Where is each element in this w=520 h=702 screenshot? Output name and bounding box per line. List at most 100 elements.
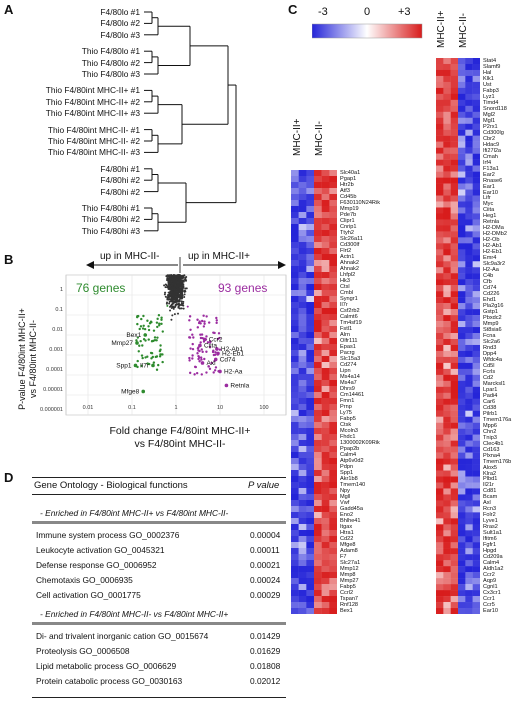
volcano-point-up xyxy=(202,314,205,317)
heatmap-cell xyxy=(436,578,444,585)
dendrogram-label: Thio F4/80lo #1 xyxy=(81,46,140,57)
heatmap-cell xyxy=(436,338,444,346)
gene-label: Cd300lf xyxy=(340,242,360,248)
heatmap-cell xyxy=(298,200,307,207)
heatmap-cell xyxy=(291,272,299,279)
heatmap-cell xyxy=(298,464,307,471)
heatmap-cell xyxy=(458,255,466,262)
heatmap-right xyxy=(436,58,480,614)
heatmap-cell xyxy=(306,494,315,501)
heatmap-cell xyxy=(450,237,459,244)
heatmap-cell xyxy=(321,530,330,537)
heatmap-cell xyxy=(298,596,307,603)
heatmap-cell xyxy=(314,266,322,273)
heatmap-cell xyxy=(472,464,480,471)
heatmap-cell xyxy=(465,171,473,178)
heatmap-cell xyxy=(306,536,315,543)
heatmap-cell xyxy=(465,327,473,334)
heatmap-cell xyxy=(458,578,466,585)
heatmap-cell xyxy=(443,566,451,573)
heatmap-cell xyxy=(314,254,322,261)
volcano-x-label: Fold change F4/80int MHC-II+ vs F4/80int… xyxy=(109,425,251,450)
heatmap-cell xyxy=(443,518,451,525)
heatmap-cell xyxy=(465,506,473,513)
heatmap-cell xyxy=(450,147,459,154)
heatmap-cell xyxy=(450,530,459,537)
heatmap-cell xyxy=(450,333,459,340)
volcano-point-down xyxy=(152,361,156,364)
heatmap-cell xyxy=(321,584,330,591)
heatmap-cell xyxy=(450,440,459,447)
volcano-point xyxy=(176,290,179,293)
heatmap-cell xyxy=(458,135,466,142)
heatmap-cell xyxy=(321,242,330,249)
volcano-point-up xyxy=(195,371,199,375)
heatmap-cell xyxy=(306,518,315,525)
heatmap-cell xyxy=(436,404,444,411)
heatmap-cell xyxy=(450,69,459,77)
heatmap-cell xyxy=(472,105,480,113)
gene-label: H2-Ob xyxy=(483,237,500,244)
gene-label: Cd209a xyxy=(483,554,503,561)
heatmap-cell xyxy=(458,267,466,274)
heatmap-cell xyxy=(465,147,473,154)
volcano-point xyxy=(169,282,172,285)
go-p-value: 0.01808 xyxy=(250,661,281,671)
volcano-point-up xyxy=(191,354,194,357)
heatmap-cell xyxy=(472,201,480,208)
volcano-point-up xyxy=(215,316,218,320)
heatmap-cell xyxy=(472,93,480,101)
volcano-left-arrow-label: up in MHC-II- xyxy=(100,251,160,262)
heatmap-cell xyxy=(436,171,444,178)
heatmap-cell xyxy=(465,488,473,495)
heatmap-cell xyxy=(329,446,337,453)
dendrogram-label: F4/80lo #2 xyxy=(100,18,140,29)
heatmap-cell xyxy=(306,482,315,489)
heatmap-cell xyxy=(443,225,451,232)
volcano-point-up xyxy=(206,341,210,344)
volcano-point xyxy=(180,297,183,300)
heatmap-cell xyxy=(298,542,307,549)
heatmap-cell xyxy=(436,93,444,101)
heatmap-cell xyxy=(465,356,473,364)
heatmap-cell xyxy=(436,261,444,268)
heatmap-cell xyxy=(291,446,299,453)
heatmap-cell xyxy=(450,458,459,465)
heatmap-cell xyxy=(321,512,330,519)
heatmap-cell xyxy=(465,129,473,136)
dendrogram-label: Thio F4/80int MHC-II- #2 xyxy=(47,136,140,146)
volcano-point xyxy=(168,302,171,305)
heatmap-cell xyxy=(314,488,322,495)
volcano-point-down xyxy=(157,363,160,367)
heatmap-cell xyxy=(472,380,480,388)
volcano-point-down xyxy=(144,339,147,342)
heatmap-cell xyxy=(314,260,322,267)
volcano-point xyxy=(166,304,169,307)
heatmap-cell xyxy=(465,291,473,298)
heatmap-cell xyxy=(298,368,307,375)
heatmap-cell xyxy=(436,231,444,238)
heatmap-cell xyxy=(306,590,315,597)
heatmap-cell xyxy=(436,249,444,256)
heatmap-cell xyxy=(472,207,480,214)
volcano-point xyxy=(177,312,180,315)
go-p-value: 0.00029 xyxy=(250,590,281,600)
heatmap-cell xyxy=(321,488,330,495)
volcano-point-up xyxy=(196,318,199,321)
heatmap-cell xyxy=(443,237,451,244)
heatmap-cell xyxy=(436,123,444,130)
gene-label: Cx3cr1 xyxy=(483,590,501,597)
volcano-point-down xyxy=(155,321,159,324)
heatmap-cell xyxy=(314,560,322,567)
heatmap-cell xyxy=(458,153,466,160)
heatmap-cell xyxy=(465,63,473,71)
heatmap-cell xyxy=(472,482,480,489)
volcano-gene-point xyxy=(135,341,139,345)
heatmap-cell xyxy=(321,188,330,195)
heatmap-cell xyxy=(443,512,451,519)
heatmap-cell xyxy=(450,464,459,471)
heatmap-cell xyxy=(465,584,473,591)
heatmap-cell xyxy=(443,249,451,256)
heatmap-cell xyxy=(291,362,299,369)
volcano-right-arrow-label: up in MHC-II+ xyxy=(188,251,250,262)
